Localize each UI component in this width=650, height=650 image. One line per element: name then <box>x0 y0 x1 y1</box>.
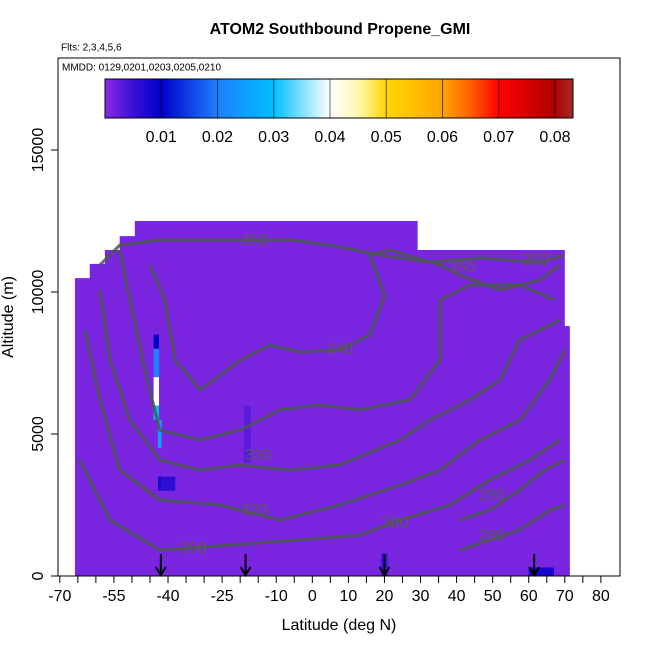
contour-line <box>459 458 566 522</box>
contour-line <box>459 503 566 552</box>
cell <box>243 405 251 463</box>
contour-label: 300 <box>180 540 207 557</box>
colorbar-tick-label: 0.08 <box>539 129 570 146</box>
colorbar-tick-label: 0.02 <box>202 129 233 146</box>
x-tick-label: -25 <box>211 588 234 605</box>
y-tick-label: 5000 <box>30 416 47 452</box>
contour-label: 290 <box>479 487 506 504</box>
colorbar-tick-label: 0.06 <box>427 129 458 146</box>
marker-arrow-head <box>239 566 252 577</box>
y-tick-label: 15000 <box>30 128 47 173</box>
plot-frame <box>57 57 621 577</box>
x-tick-label: -40 <box>156 588 179 605</box>
contour-line <box>118 249 556 442</box>
x-tick-label: 20 <box>376 588 394 605</box>
contour-line <box>98 289 561 472</box>
x-tick-label: -10 <box>265 588 288 605</box>
y-axis-label: Altitude (m) <box>0 276 17 358</box>
x-tick-label: 80 <box>592 588 610 605</box>
cell <box>157 419 162 449</box>
y-tick-label: 10000 <box>30 270 47 315</box>
annotation: MMDD: 0129,0201,0203,0205,0210 <box>62 63 221 74</box>
cell <box>153 348 160 378</box>
colorbar <box>104 78 574 119</box>
colorbar-tick-label: 0.07 <box>483 129 514 146</box>
cell <box>160 476 176 491</box>
y-tick-label: 0 <box>30 571 47 580</box>
contour-label: 280 <box>479 527 506 544</box>
subtitle: Flts: 2,3,4,5,6 <box>61 43 122 54</box>
chart-title: ATOM2 Southbound Propene_GMI <box>210 21 471 38</box>
contour-line <box>83 329 567 522</box>
contour-line <box>148 248 561 392</box>
colorbar-tick-label: 0.04 <box>314 129 345 146</box>
x-tick-label: 0 <box>308 588 317 605</box>
x-tick-label: 30 <box>412 588 430 605</box>
cell <box>153 377 160 406</box>
x-tick-label: -70 <box>48 588 71 605</box>
cell <box>157 476 162 491</box>
marker-arrow-head <box>528 566 540 577</box>
x-tick-label: -55 <box>102 588 125 605</box>
contour-label: 350 <box>241 232 268 249</box>
cell <box>153 334 160 349</box>
colorbar-tick-label: 0.03 <box>258 129 289 146</box>
contour-line <box>98 238 566 267</box>
contour-label: 320 <box>241 502 268 519</box>
contour-label: 350 <box>523 252 550 269</box>
contour-label: 300 <box>382 515 409 532</box>
contour-label: 350 <box>449 259 476 276</box>
colorbar-tick-label: 0.01 <box>146 129 177 146</box>
cell <box>528 567 554 576</box>
marker-arrow-head <box>378 566 391 577</box>
x-axis-label: Latitude (deg N) <box>282 617 397 634</box>
x-tick-label: 40 <box>448 588 466 605</box>
contour-label: 330 <box>245 447 272 464</box>
field <box>74 221 570 576</box>
contour-label: 340 <box>326 341 353 358</box>
x-tick-label: 50 <box>484 588 502 605</box>
marker-arrow-head <box>154 566 167 577</box>
x-tick-label: 70 <box>556 588 574 605</box>
colorbar-tick-label: 0.05 <box>371 129 402 146</box>
plot-area: 350 350 350 340 330 320 300 300 290 280 <box>74 221 570 577</box>
x-tick-label: 10 <box>339 588 357 605</box>
x-tick-label: 60 <box>520 588 538 605</box>
contour-line <box>78 438 561 552</box>
